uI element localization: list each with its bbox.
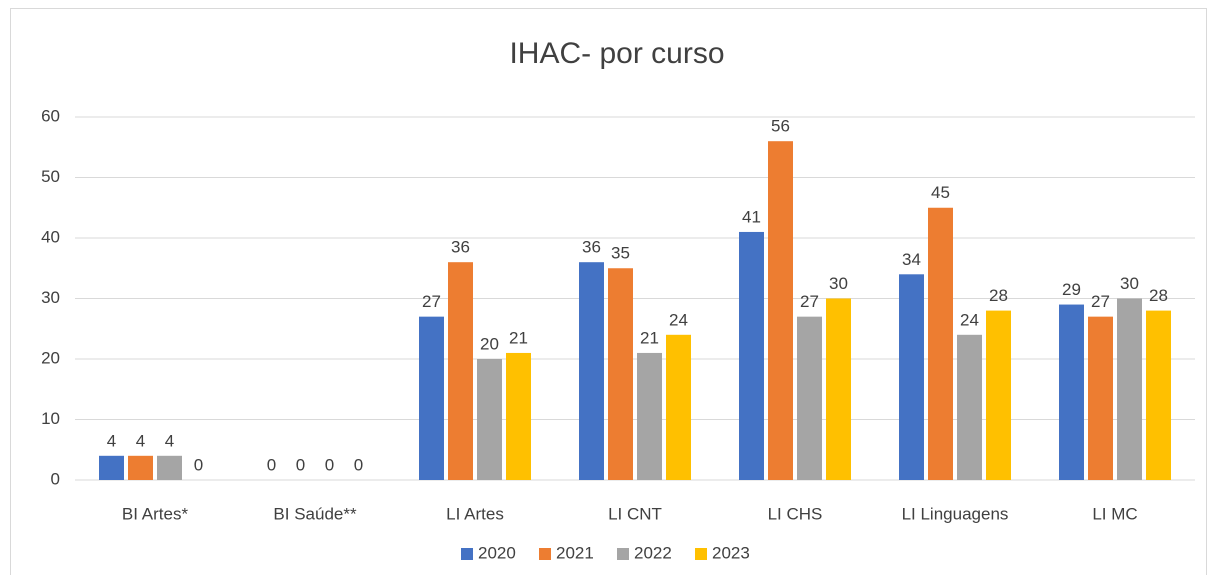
value-label: 0	[325, 455, 334, 474]
bar	[608, 268, 633, 480]
y-tick-label: 20	[41, 348, 60, 367]
value-label: 36	[582, 238, 601, 257]
bar	[739, 231, 764, 480]
bar	[1088, 316, 1113, 480]
value-label: 28	[1149, 286, 1168, 305]
bar	[128, 455, 153, 480]
legend-label: 2021	[556, 543, 594, 562]
value-label: 45	[931, 183, 950, 202]
legend-swatch	[695, 548, 707, 560]
bar	[157, 455, 182, 480]
bar	[666, 334, 691, 480]
y-tick-label: 0	[51, 469, 60, 488]
bar	[797, 316, 822, 480]
value-label: 21	[640, 328, 659, 347]
bar	[448, 262, 473, 480]
legend-swatch	[461, 548, 473, 560]
value-label: 30	[1120, 274, 1139, 293]
value-label: 35	[611, 244, 630, 263]
value-label: 30	[829, 274, 848, 293]
y-tick-label: 50	[41, 167, 60, 186]
bar	[419, 316, 444, 480]
value-label: 27	[800, 292, 819, 311]
bar	[826, 298, 851, 480]
value-label: 20	[480, 334, 499, 353]
value-label: 4	[165, 431, 174, 450]
bar	[99, 455, 124, 480]
x-tick-label: LI CHS	[768, 504, 823, 523]
bar	[1117, 298, 1142, 480]
legend-swatch	[617, 548, 629, 560]
bar	[506, 352, 531, 480]
value-label: 0	[267, 455, 276, 474]
x-tick-label: LI CNT	[608, 504, 662, 523]
bar	[899, 274, 924, 480]
chart-title: IHAC- por curso	[509, 37, 724, 70]
x-tick-label: BI Artes*	[122, 504, 189, 523]
value-label: 24	[669, 310, 688, 329]
x-tick-label: LI Linguagens	[902, 504, 1009, 523]
value-label: 24	[960, 310, 979, 329]
y-tick-label: 10	[41, 409, 60, 428]
x-tick-label: LI MC	[1092, 504, 1137, 523]
value-label: 0	[296, 455, 305, 474]
value-label: 41	[742, 207, 761, 226]
x-tick-label: LI Artes	[446, 504, 504, 523]
value-label: 56	[771, 117, 790, 136]
legend-label: 2022	[634, 543, 672, 562]
value-label: 28	[989, 286, 1008, 305]
x-tick-label: BI Saúde**	[273, 504, 357, 523]
bar	[768, 141, 793, 480]
bar	[928, 207, 953, 480]
value-label: 36	[451, 238, 470, 257]
y-tick-label: 30	[41, 288, 60, 307]
value-label: 29	[1062, 280, 1081, 299]
bar	[986, 310, 1011, 480]
value-label: 0	[354, 455, 363, 474]
bar	[477, 359, 502, 480]
legend-swatch	[539, 548, 551, 560]
value-label: 4	[107, 431, 116, 450]
value-label: 21	[509, 328, 528, 347]
bar	[1146, 310, 1171, 480]
value-label: 34	[902, 250, 921, 269]
bar	[637, 352, 662, 480]
y-tick-label: 60	[41, 106, 60, 125]
legend-label: 2020	[478, 543, 516, 562]
value-label: 27	[422, 292, 441, 311]
value-label: 27	[1091, 292, 1110, 311]
bar	[957, 334, 982, 480]
legend-label: 2023	[712, 543, 750, 562]
value-label: 0	[194, 455, 203, 474]
bar	[1059, 304, 1084, 480]
y-tick-label: 40	[41, 227, 60, 246]
bar	[579, 262, 604, 480]
value-label: 4	[136, 431, 145, 450]
